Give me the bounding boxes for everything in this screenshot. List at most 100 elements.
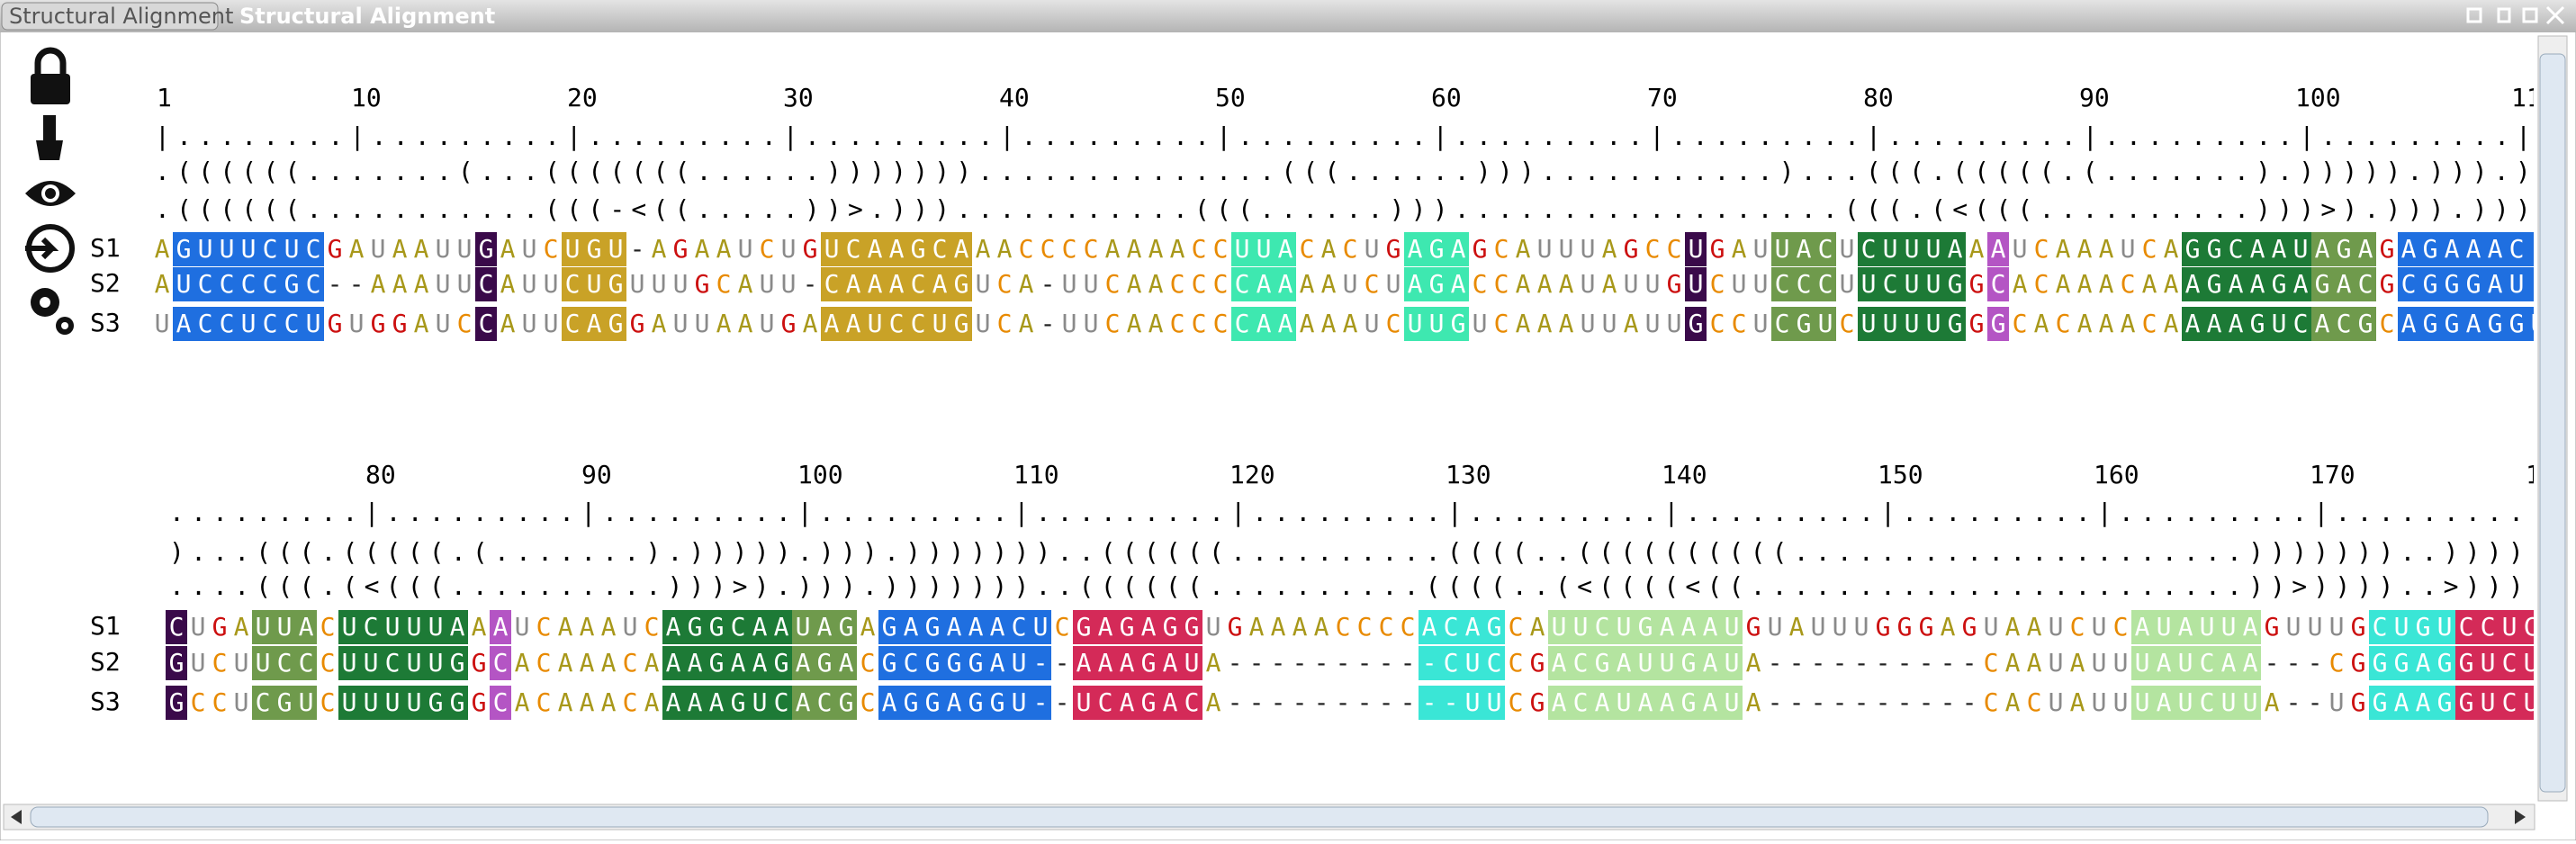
- nucleotide: A: [1559, 309, 1574, 338]
- nucleotide: G: [328, 234, 343, 264]
- nucleotide: U: [1905, 309, 1920, 338]
- helix-box: [1231, 307, 1296, 341]
- nucleotide: U: [2481, 648, 2496, 678]
- nucleotide: G: [2423, 234, 2438, 264]
- nucleotide: A: [1948, 234, 1963, 264]
- nucleotide: G: [1969, 269, 1985, 299]
- nucleotide: A: [2070, 648, 2085, 678]
- nucleotide: A: [1271, 612, 1286, 642]
- nucleotide: C: [997, 269, 1013, 299]
- nucleotide: -: [1422, 687, 1437, 717]
- nucleotide: C: [2121, 269, 2136, 299]
- nucleotide: A: [2466, 309, 2481, 338]
- nucleotide: G: [428, 687, 444, 717]
- nucleotide: U: [1725, 648, 1740, 678]
- nucleotide: U: [1775, 234, 1790, 264]
- nucleotide: U: [2531, 309, 2546, 338]
- nucleotide: A: [2401, 309, 2417, 338]
- nucleotide: U: [371, 234, 386, 264]
- nucleotide: A: [2265, 687, 2280, 717]
- nucleotide: U: [522, 309, 537, 338]
- toolbar-icons[interactable]: [25, 47, 76, 335]
- nucleotide: G: [169, 687, 185, 717]
- nucleotide: C: [1192, 309, 1207, 338]
- nucleotide: A: [889, 269, 905, 299]
- ruler-tick-label: 130: [1446, 460, 1491, 489]
- nucleotide: G: [1948, 269, 1963, 299]
- nucleotide: U: [2437, 612, 2453, 642]
- nucleotide: C: [760, 234, 775, 264]
- nucleotide: A: [738, 269, 753, 299]
- nucleotide: G: [1689, 309, 1704, 338]
- nucleotide: U: [342, 687, 357, 717]
- horizontal-scrollbar[interactable]: [3, 804, 2535, 831]
- nucleotide: U: [428, 648, 444, 678]
- window-buttons[interactable]: [2466, 5, 2565, 25]
- nucleotide: U: [2329, 612, 2345, 642]
- nucleotide: A: [1206, 648, 1221, 678]
- nucleotide: C: [457, 309, 473, 338]
- nucleotide: G: [479, 234, 494, 264]
- nucleotide: G: [673, 234, 689, 264]
- nucleotide: A: [889, 234, 905, 264]
- nucleotide: A: [2121, 309, 2136, 338]
- nucleotide: A: [2135, 612, 2150, 642]
- nucleotide: C: [1991, 269, 2006, 299]
- nucleotide: C: [846, 234, 861, 264]
- vertical-scrollbar[interactable]: [2537, 35, 2568, 802]
- nucleotide: G: [2509, 309, 2525, 338]
- nucleotide: G: [968, 648, 984, 678]
- nucleotide: -: [1768, 687, 1783, 717]
- nucleotide: A: [2185, 269, 2201, 299]
- nucleotide: U: [1581, 234, 1596, 264]
- nucleotide: C: [198, 269, 213, 299]
- nucleotide: -: [1228, 687, 1243, 717]
- helix-box: [2398, 307, 2534, 341]
- nucleotide: C: [932, 234, 948, 264]
- nucleotide: G: [954, 309, 969, 338]
- nucleotide: U: [284, 234, 300, 264]
- nucleotide: C: [2229, 234, 2244, 264]
- helix-box: [2182, 232, 2311, 266]
- nucleotide: G: [731, 687, 746, 717]
- tab[interactable]: [1, 2, 219, 31]
- nucleotide: C: [1818, 269, 1833, 299]
- nucleotide: U: [1617, 687, 1632, 717]
- tab-label[interactable]: Structural Alignment: [9, 4, 233, 29]
- helix-box: [562, 307, 626, 341]
- nucleotide: C: [774, 687, 789, 717]
- nucleotide: G: [803, 234, 818, 264]
- helix-box: [2131, 646, 2261, 680]
- nucleotide: C: [1365, 269, 1380, 299]
- nucleotide: -: [1811, 687, 1826, 717]
- nucleotide: -: [1033, 687, 1049, 717]
- nucleotide: C: [1213, 309, 1229, 338]
- nucleotide: G: [277, 687, 293, 717]
- nucleotide: C: [1509, 687, 1524, 717]
- nucleotide: C: [1336, 612, 1351, 642]
- nucleotide: -: [1249, 648, 1265, 678]
- nucleotide: U: [565, 234, 581, 264]
- helix-box: [1987, 307, 2009, 341]
- nucleotide: U: [1638, 648, 1653, 678]
- nucleotide: A: [1141, 612, 1157, 642]
- nucleotide: -: [1055, 648, 1070, 678]
- nucleotide: C: [1235, 269, 1250, 299]
- nucleotide: G: [587, 234, 602, 264]
- helix-box: [2311, 267, 2376, 301]
- nucleotide: G: [2351, 612, 2366, 642]
- nucleotide: G: [904, 687, 919, 717]
- nucleotide: -: [1379, 687, 1394, 717]
- nucleotide: C: [1213, 269, 1229, 299]
- nucleotide: G: [630, 309, 645, 338]
- nucleotide: -: [2286, 648, 2301, 678]
- nucleotide: U: [1365, 234, 1380, 264]
- helix-box: [821, 267, 972, 301]
- ruler-tick-label: 120: [1229, 460, 1275, 489]
- nucleotide: U: [241, 234, 257, 264]
- nucleotide: C: [889, 309, 905, 338]
- nucleotide: U: [1343, 269, 1358, 299]
- nucleotide: U: [306, 309, 321, 338]
- nucleotide: G: [2373, 648, 2388, 678]
- nucleotide: G: [1451, 309, 1466, 338]
